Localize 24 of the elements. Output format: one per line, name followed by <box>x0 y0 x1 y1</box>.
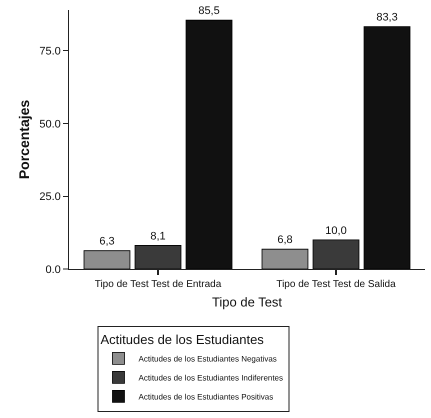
bar <box>262 248 308 269</box>
legend-label: Actitudes de los Estudiantes Indiferentes <box>138 374 284 382</box>
legend-label: Actitudes de los Estudiantes Positivas <box>138 392 274 402</box>
data-label: 85,5 <box>198 5 220 18</box>
x-tick-label: Tipo de Test Test de Entrada <box>94 279 222 290</box>
data-label: 6,8 <box>277 234 293 246</box>
bar <box>84 250 130 269</box>
legend-title: Actitudes de los Estudiantes <box>100 332 264 347</box>
bar <box>134 245 182 269</box>
x-tick-label: Tipo de Test Test de Salida <box>276 279 396 290</box>
y-tick-label: 75.0 <box>39 46 61 58</box>
y-tick-label: 0.0 <box>46 264 61 276</box>
data-label: 6,3 <box>99 236 115 248</box>
data-label: 8,1 <box>150 230 166 242</box>
bar <box>312 240 360 269</box>
data-label: 83,3 <box>376 12 398 24</box>
y-tick-label: 50.0 <box>39 118 61 130</box>
legend-label: Actitudes de los Estudiantes Negativas <box>138 354 277 364</box>
x-axis-title: Tipo de Test <box>212 294 282 310</box>
y-tick-label: 25.0 <box>39 191 61 204</box>
y-axis-title: Porcentajes <box>16 100 32 180</box>
bar <box>364 26 410 269</box>
data-label: 10,0 <box>325 224 347 237</box>
bar <box>186 20 232 269</box>
